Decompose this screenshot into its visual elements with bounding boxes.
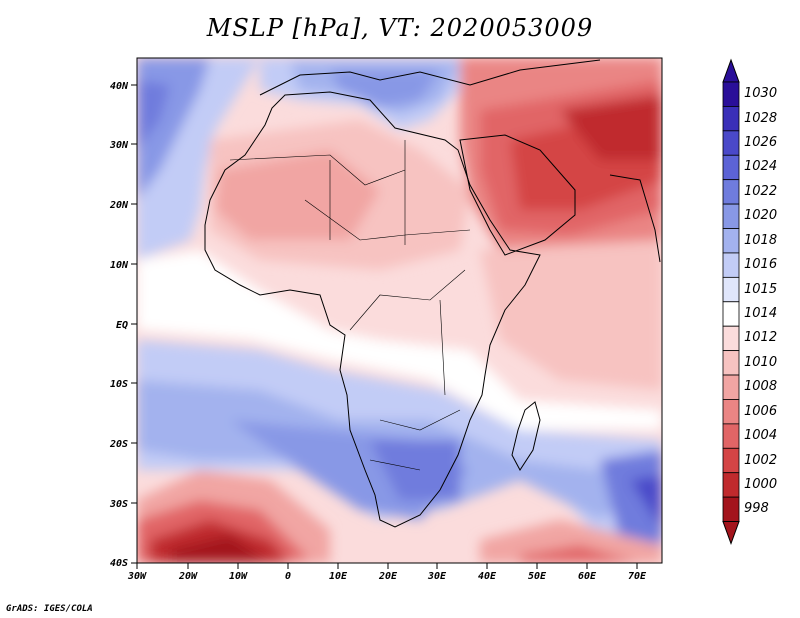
longitude-labels: 30W 20W 10W 0 10E 20E 30E 40E 50E 60E 70…	[127, 571, 647, 582]
colorbar-level-label: 1015	[744, 281, 778, 297]
lon-label: 0	[285, 571, 291, 582]
colorbar-swatch	[722, 496, 740, 522]
colorbar-swatch	[722, 276, 740, 303]
colorbar-level-label: 1018	[744, 232, 778, 248]
colorbar-swatch	[722, 106, 740, 132]
colorbar-swatch	[722, 325, 740, 352]
lon-label: 30W	[127, 571, 147, 582]
colorbar-swatch	[722, 447, 740, 474]
colorbar-level-label: 1016	[744, 257, 778, 273]
colorbar-swatch	[722, 130, 740, 156]
colorbar-swatch	[722, 301, 740, 327]
colorbar-bottom-arrow	[722, 521, 740, 546]
lon-label: 10W	[229, 571, 248, 582]
colorbar-swatch	[722, 472, 740, 498]
lat-label: EQ	[116, 320, 128, 331]
colorbar-level-label: 1004	[744, 428, 778, 444]
colorbar-swatch	[722, 228, 740, 254]
grads-credit: GrADS: IGES/COLA	[6, 604, 93, 614]
lat-label: 10N	[110, 260, 129, 271]
madagascar-coastline	[511, 401, 541, 471]
coastlines	[204, 59, 661, 528]
colorbar-swatch	[722, 252, 740, 278]
colorbar-top-arrow	[722, 58, 740, 83]
country-borders	[229, 140, 471, 471]
lon-label: 40E	[478, 571, 497, 582]
lon-label: 20W	[178, 571, 198, 582]
lon-label: 30E	[427, 571, 447, 582]
colorbar-level-label: 1002	[744, 452, 778, 468]
lat-label: 40N	[110, 81, 129, 92]
india-coastline	[609, 174, 661, 263]
latitude-labels: 40N 30N 20N 10N EQ 10S 20S 30S 40S	[109, 81, 129, 569]
axis-ticks	[131, 84, 638, 569]
colorbar-swatch	[722, 374, 740, 400]
pressure-field	[137, 58, 662, 563]
lon-label: 20E	[378, 571, 398, 582]
colorbar-level-label: 1024	[744, 159, 778, 175]
colorbar-level-label: 1008	[744, 379, 778, 395]
colorbar-level-label: 998	[744, 501, 769, 517]
plot-frame	[136, 57, 663, 564]
arabia-coastline	[459, 134, 576, 256]
colorbar-level-label: 1012	[744, 330, 778, 346]
colorbar-level-label: 1014	[744, 305, 778, 321]
colorbar-level-label: 1020	[744, 208, 778, 224]
colorbar-level-label: 1006	[744, 403, 778, 419]
colorbar-swatch	[722, 423, 740, 449]
colorbar-level-label: 1030	[744, 86, 778, 102]
lon-label: 70E	[628, 571, 647, 582]
colorbar-level-label: 1022	[744, 183, 778, 199]
mediterranean-coastline	[259, 59, 601, 96]
colorbar-swatch	[722, 203, 740, 229]
map-title: MSLP [hPa], VT: 2020053009	[206, 14, 594, 42]
lat-label: 40S	[110, 558, 128, 569]
lat-label: 20S	[109, 439, 128, 450]
lat-label: 20N	[109, 200, 129, 211]
colorbar	[722, 58, 740, 546]
colorbar-level-label: 1000	[744, 476, 778, 492]
colorbar-swatch	[722, 350, 740, 376]
lat-label: 10S	[110, 379, 128, 390]
colorbar-level-label: 1010	[744, 354, 778, 370]
colorbar-swatch	[722, 399, 740, 425]
africa-coastline	[204, 91, 541, 528]
lon-label: 50E	[528, 571, 547, 582]
lon-label: 60E	[578, 571, 597, 582]
colorbar-level-label: 1026	[744, 135, 778, 151]
lat-label: 30N	[109, 140, 129, 151]
colorbar-level-label: 1028	[744, 110, 778, 126]
colorbar-swatch	[722, 179, 740, 205]
colorbar-swatch	[722, 81, 740, 107]
colorbar-swatch	[722, 154, 740, 181]
lon-label: 10E	[329, 571, 348, 582]
lat-label: 30S	[109, 499, 128, 510]
